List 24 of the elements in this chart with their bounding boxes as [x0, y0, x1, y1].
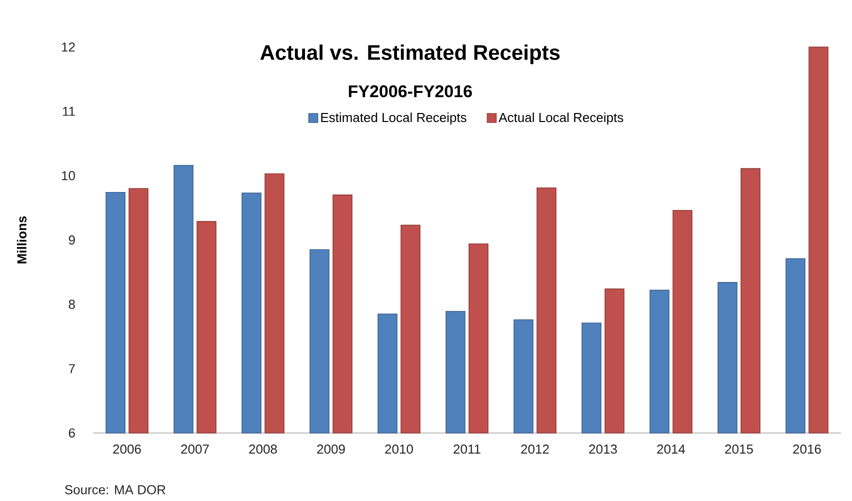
x-tick-label: 2011: [454, 444, 480, 454]
x-tick-label: 2010: [385, 444, 413, 454]
x-tick-label: 2015: [725, 444, 753, 454]
text: FY2006-FY2016: [348, 85, 472, 98]
chart-title: Actual vs. Estimated Receipts: [260, 44, 560, 64]
y-tick-label: 7: [68, 364, 75, 374]
y-axis-title: Millions: [16, 216, 26, 264]
y-tick-label: 9: [68, 235, 75, 245]
y-tick-label: 12: [62, 42, 75, 52]
y-tick-label: 8: [68, 300, 75, 309]
x-tick-label: 2016: [793, 444, 821, 454]
legend-label: Estimated Local Receipts: [321, 112, 466, 125]
y-tick-label: 11: [62, 106, 75, 116]
x-tick-label: 2012: [521, 444, 549, 454]
y-tick-label: 6: [68, 428, 75, 438]
x-tick-label: 2006: [113, 444, 141, 454]
legend-label: Actual Local Receipts: [498, 112, 624, 125]
x-tick-label: 2007: [181, 444, 209, 454]
x-tick-label: 2008: [249, 444, 277, 454]
x-tick-label: 2014: [657, 444, 686, 454]
x-tick-label: 2009: [317, 444, 345, 454]
source-note: Source: MA DOR: [64, 485, 166, 494]
y-tick-label: 10: [62, 171, 75, 180]
x-tick-label: 2013: [589, 444, 617, 454]
